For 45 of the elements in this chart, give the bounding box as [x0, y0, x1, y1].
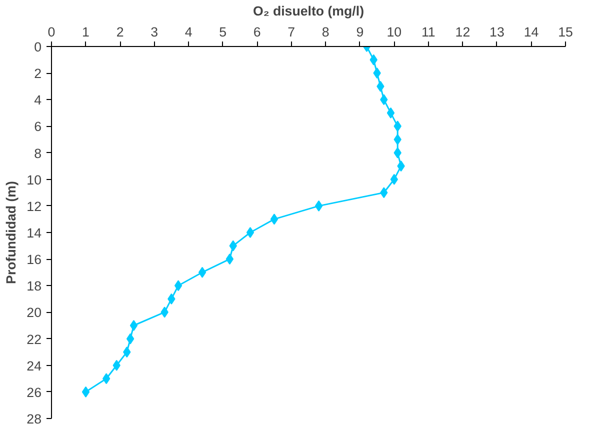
point [226, 254, 234, 265]
point [126, 333, 134, 344]
x-tick-label: 15 [558, 24, 573, 40]
y-tick-label: 8 [34, 146, 42, 161]
y-tick-label: 22 [26, 332, 42, 347]
point [198, 266, 206, 278]
y-tick-label: 20 [26, 305, 42, 320]
x-tick-label: 12 [455, 24, 470, 40]
y-tick-label: 12 [26, 198, 42, 214]
y-tick-label: 6 [34, 119, 42, 134]
y-tick-label: 2 [34, 66, 42, 82]
y-tick-label: 24 [26, 358, 42, 374]
x-tick-label: 5 [219, 24, 227, 40]
point [314, 200, 323, 212]
x-tick-label: 7 [288, 24, 296, 40]
x-tick-label: 1 [82, 24, 90, 40]
y-tick-label: 16 [26, 252, 42, 268]
y-tick-label: 14 [26, 226, 42, 240]
x-tick-label: 11 [422, 24, 436, 40]
x-tick-label: 0 [48, 24, 56, 40]
x-tick-label: 10 [386, 24, 402, 40]
point [130, 320, 138, 331]
y-tick-label: 4 [34, 92, 42, 108]
point [246, 227, 254, 238]
point [394, 134, 402, 145]
x-tick-label: 14 [524, 24, 540, 40]
x-tick-label: 13 [490, 24, 504, 40]
y-axis-title: Profundidad (m) [4, 181, 19, 284]
point [174, 280, 182, 292]
x-axis-title: O₂ disuelto (mg/l) [252, 4, 364, 18]
x-tick-label: 9 [356, 24, 364, 40]
y-tick-label: 28 [26, 412, 42, 426]
point [386, 107, 395, 118]
y-tick-label: 0 [34, 40, 42, 54]
point [270, 214, 278, 225]
x-tick-label: 6 [253, 24, 261, 40]
point [82, 386, 90, 398]
x-tick-label: 2 [116, 24, 124, 40]
y-tick-label: 18 [26, 278, 42, 294]
x-tick-label: 8 [322, 24, 330, 40]
y-tick-label: 10 [26, 172, 42, 188]
y-tick-label: 26 [26, 384, 42, 400]
point [102, 373, 110, 384]
x-tick-label: 4 [184, 24, 193, 40]
x-tick-label: 3 [150, 24, 158, 40]
